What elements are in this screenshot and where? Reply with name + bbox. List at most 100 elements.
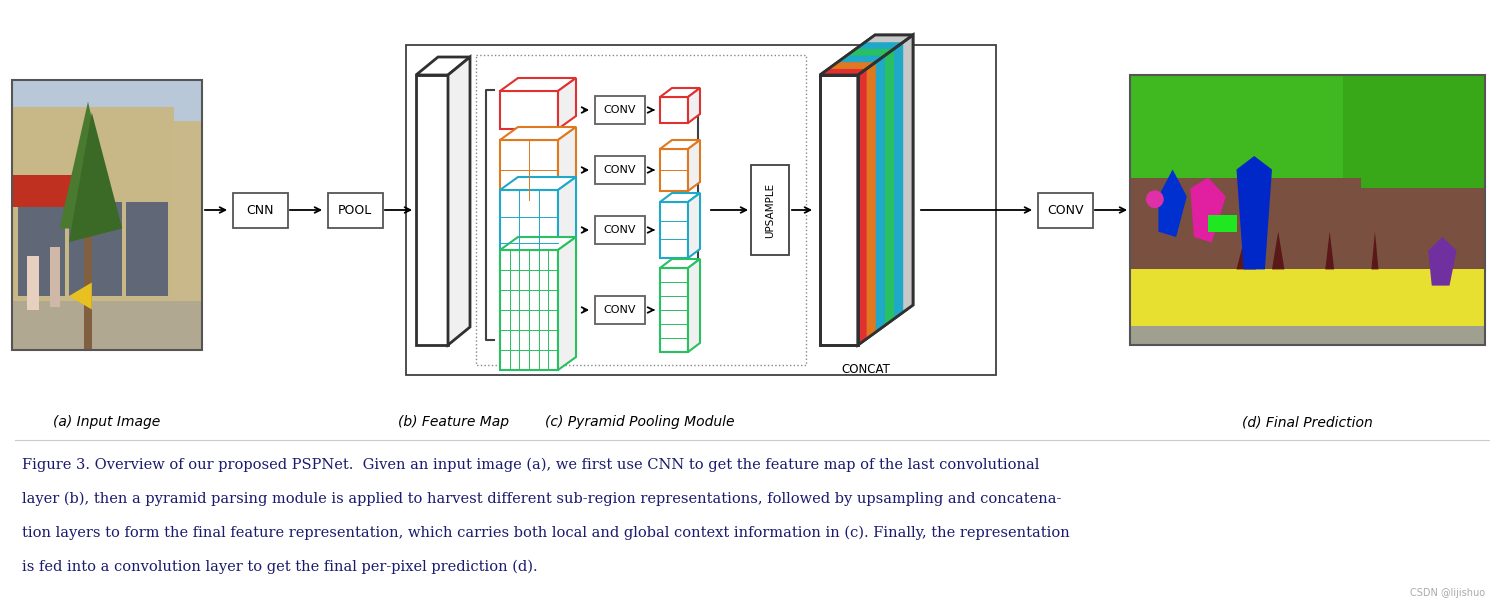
Bar <box>406 45 996 375</box>
Text: CONV: CONV <box>1047 204 1083 216</box>
Bar <box>1130 178 1361 286</box>
Polygon shape <box>820 35 913 75</box>
Text: Figure 3. Overview of our proposed PSPNet.  Given an input image (a), we first u: Figure 3. Overview of our proposed PSPNe… <box>23 458 1039 472</box>
Bar <box>12 80 202 350</box>
Polygon shape <box>558 237 576 370</box>
Polygon shape <box>499 237 576 250</box>
Polygon shape <box>687 88 699 123</box>
Bar <box>328 193 382 227</box>
Polygon shape <box>1372 232 1379 269</box>
Polygon shape <box>1272 232 1284 269</box>
Text: is fed into a convolution layer to get the final per-pixel prediction (d).: is fed into a convolution layer to get t… <box>23 560 537 575</box>
Bar <box>750 165 790 255</box>
Polygon shape <box>558 78 576 129</box>
Bar <box>596 156 645 184</box>
Bar <box>233 193 287 227</box>
Bar <box>12 107 173 309</box>
Polygon shape <box>857 35 913 345</box>
Polygon shape <box>417 75 448 345</box>
Text: CONCAT: CONCAT <box>842 363 890 376</box>
Text: (b) Feature Map: (b) Feature Map <box>397 415 508 429</box>
Bar <box>18 201 65 296</box>
Bar <box>1130 75 1484 345</box>
Polygon shape <box>866 35 913 42</box>
Polygon shape <box>558 177 576 270</box>
Polygon shape <box>857 42 904 48</box>
Polygon shape <box>660 202 687 258</box>
Bar <box>1130 75 1484 196</box>
Polygon shape <box>499 250 558 370</box>
Polygon shape <box>558 127 576 200</box>
Polygon shape <box>660 268 687 352</box>
Polygon shape <box>829 61 877 68</box>
Polygon shape <box>687 140 699 191</box>
Polygon shape <box>838 55 886 61</box>
Polygon shape <box>660 140 699 149</box>
Text: CONV: CONV <box>603 165 636 175</box>
Bar <box>596 216 645 244</box>
Text: UPSAMPLE: UPSAMPLE <box>766 182 775 238</box>
Polygon shape <box>847 48 895 55</box>
Bar <box>596 296 645 324</box>
Polygon shape <box>660 193 699 202</box>
Bar <box>50 247 60 307</box>
Polygon shape <box>499 78 576 91</box>
Polygon shape <box>1429 237 1456 286</box>
Polygon shape <box>877 55 886 332</box>
Bar <box>27 255 39 309</box>
Polygon shape <box>1158 170 1187 237</box>
Polygon shape <box>687 259 699 352</box>
Polygon shape <box>687 193 699 258</box>
Bar <box>12 80 202 120</box>
Polygon shape <box>1236 232 1256 269</box>
Polygon shape <box>69 283 92 309</box>
Polygon shape <box>1236 156 1272 269</box>
Bar <box>12 174 72 207</box>
Polygon shape <box>499 177 576 190</box>
Text: POOL: POOL <box>338 204 371 216</box>
Text: CONV: CONV <box>603 305 636 315</box>
Polygon shape <box>499 190 558 270</box>
Circle shape <box>1146 190 1164 208</box>
Polygon shape <box>69 112 122 242</box>
Bar <box>1130 326 1484 345</box>
Polygon shape <box>660 97 687 123</box>
Polygon shape <box>857 68 868 345</box>
Bar <box>596 96 645 124</box>
Bar <box>1038 193 1092 227</box>
Text: (c) Pyramid Pooling Module: (c) Pyramid Pooling Module <box>546 415 735 429</box>
Bar <box>1208 215 1236 232</box>
Bar <box>1130 75 1484 345</box>
Text: CSDN @lijishuo: CSDN @lijishuo <box>1409 588 1484 598</box>
Bar <box>1307 188 1484 291</box>
Bar <box>126 201 168 296</box>
Text: CONV: CONV <box>603 105 636 115</box>
Polygon shape <box>660 88 699 97</box>
Text: tion layers to form the final feature representation, which carries both local a: tion layers to form the final feature re… <box>23 526 1069 541</box>
Polygon shape <box>904 35 913 312</box>
Polygon shape <box>448 57 469 345</box>
Bar <box>475 55 806 365</box>
Text: layer (b), then a pyramid parsing module is applied to harvest different sub-reg: layer (b), then a pyramid parsing module… <box>23 492 1062 506</box>
Polygon shape <box>499 91 558 129</box>
Polygon shape <box>499 127 576 140</box>
Polygon shape <box>895 42 904 319</box>
Text: CNN: CNN <box>247 204 274 216</box>
Bar <box>1130 269 1484 337</box>
Bar <box>12 80 202 350</box>
Polygon shape <box>1190 178 1226 243</box>
Text: (d) Final Prediction: (d) Final Prediction <box>1242 415 1372 429</box>
Polygon shape <box>1325 232 1334 269</box>
Polygon shape <box>417 57 469 75</box>
Bar <box>1343 75 1484 224</box>
Polygon shape <box>499 140 558 200</box>
Polygon shape <box>660 149 687 191</box>
Bar <box>69 201 122 296</box>
Polygon shape <box>820 75 857 345</box>
Text: (a) Input Image: (a) Input Image <box>53 415 161 429</box>
Polygon shape <box>660 259 699 268</box>
Text: CONV: CONV <box>603 225 636 235</box>
Polygon shape <box>60 102 116 229</box>
Bar <box>84 229 92 350</box>
Polygon shape <box>820 68 868 75</box>
